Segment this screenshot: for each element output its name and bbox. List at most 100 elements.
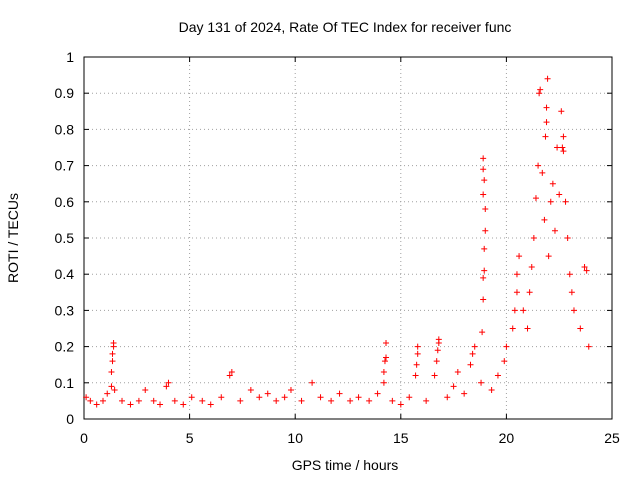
data-point — [207, 401, 214, 408]
y-tick-label: 0.5 — [55, 230, 75, 246]
data-point — [414, 343, 421, 350]
data-point — [100, 397, 107, 404]
data-point — [520, 307, 527, 314]
data-point — [165, 379, 172, 386]
data-point — [381, 358, 388, 365]
data-point — [108, 368, 115, 375]
data-point — [570, 307, 577, 314]
data-point — [494, 372, 501, 379]
data-point — [544, 75, 551, 82]
y-axis-label: ROTI / TECUs — [5, 193, 21, 283]
data-point — [454, 368, 461, 375]
data-point — [83, 394, 90, 401]
x-tick-label: 20 — [499, 430, 515, 446]
data-point — [281, 394, 288, 401]
data-point — [218, 394, 225, 401]
data-point — [110, 339, 117, 346]
data-point — [142, 387, 149, 394]
data-point — [568, 289, 575, 296]
data-point — [389, 397, 396, 404]
data-point — [480, 296, 487, 303]
data-point — [583, 267, 590, 274]
data-point — [109, 350, 116, 357]
data-point — [559, 144, 566, 151]
data-point — [577, 325, 584, 332]
y-tick-label: 0.9 — [55, 85, 75, 101]
data-point — [199, 397, 206, 404]
data-point — [226, 372, 233, 379]
data-point — [469, 350, 476, 357]
data-point — [328, 397, 335, 404]
y-tick-label: 0.1 — [55, 375, 75, 391]
data-point — [163, 383, 170, 390]
data-point — [273, 397, 280, 404]
data-point — [543, 104, 550, 111]
data-point — [482, 206, 489, 213]
data-point — [180, 401, 187, 408]
data-point — [488, 387, 495, 394]
data-point — [471, 343, 478, 350]
data-point — [560, 133, 567, 140]
data-point — [542, 133, 549, 140]
data-point — [336, 390, 343, 397]
data-point — [524, 325, 531, 332]
y-tick-label: 0 — [66, 411, 74, 427]
data-point — [414, 350, 421, 357]
data-point — [516, 253, 523, 260]
data-point — [383, 339, 390, 346]
data-point — [535, 162, 542, 169]
data-point — [543, 119, 550, 126]
data-point — [501, 358, 508, 365]
data-point — [104, 390, 111, 397]
data-point — [127, 401, 134, 408]
data-point — [366, 397, 373, 404]
y-tick-label: 0.2 — [55, 339, 75, 355]
data-point — [157, 401, 164, 408]
data-point — [355, 394, 362, 401]
data-point — [547, 198, 554, 205]
data-point — [545, 253, 552, 260]
data-point — [264, 390, 271, 397]
y-tick-label: 0.7 — [55, 158, 75, 174]
data-point — [558, 108, 565, 115]
data-point — [480, 155, 487, 162]
data-point — [482, 227, 489, 234]
data-point — [317, 394, 324, 401]
data-point — [434, 347, 441, 354]
data-point — [228, 368, 235, 375]
data-point — [581, 263, 588, 270]
data-point — [585, 343, 592, 350]
data-point — [481, 245, 488, 252]
data-point — [287, 387, 294, 394]
data-point — [478, 379, 485, 386]
data-point — [530, 235, 537, 241]
data-point — [135, 397, 142, 404]
data-point — [549, 180, 556, 187]
data-point — [560, 148, 567, 155]
data-point — [539, 169, 546, 176]
data-point — [481, 177, 488, 184]
data-point — [537, 86, 544, 93]
y-tick-label: 0.3 — [55, 302, 75, 318]
chart-title: Day 131 of 2024, Rate Of TEC Index for r… — [179, 19, 512, 35]
data-point — [551, 227, 558, 234]
data-point — [541, 216, 548, 223]
data-point — [383, 354, 390, 361]
data-point — [480, 191, 487, 198]
data-point — [480, 274, 487, 281]
data-point — [150, 397, 157, 404]
y-tick-label: 0.4 — [55, 266, 75, 282]
x-tick-label: 5 — [186, 430, 194, 446]
data-point — [566, 271, 573, 278]
axis-ticks: 0 5 10 15 20 25 0 0.1 0.2 0.3 0.4 0.5 0.6 0.7 0.8 0.9 1 — [55, 49, 620, 446]
y-tick-label: 1 — [66, 49, 74, 65]
data-point — [480, 166, 487, 173]
data-point — [513, 271, 520, 278]
data-point — [511, 307, 518, 314]
data-point — [433, 358, 440, 365]
data-point — [554, 144, 561, 151]
data-point — [93, 401, 100, 408]
data-point — [562, 198, 569, 205]
data-point — [171, 397, 178, 404]
